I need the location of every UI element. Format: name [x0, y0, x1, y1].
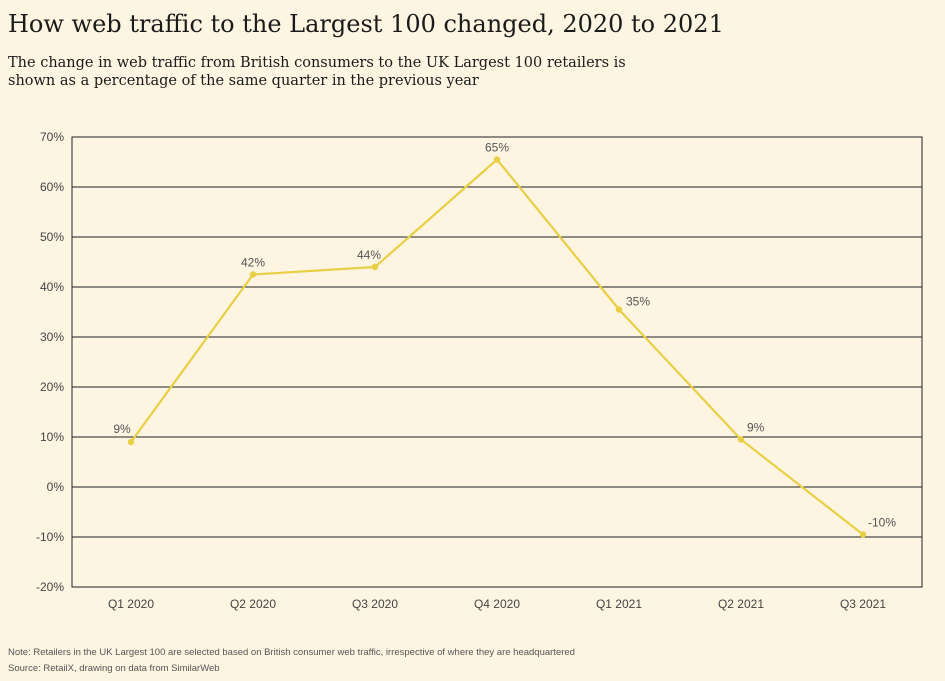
data-label: 65%: [485, 141, 509, 155]
data-point: [371, 263, 379, 271]
data-label: 35%: [626, 295, 650, 309]
data-point: [615, 306, 623, 313]
x-tick-label: Q1 2021: [596, 597, 642, 611]
x-tick-label: Q2 2020: [230, 597, 276, 611]
y-tick-label: 20%: [40, 380, 64, 394]
y-tick-label: 60%: [40, 180, 64, 194]
y-tick-label: 40%: [40, 280, 64, 294]
chart-title: How web traffic to the Largest 100 chang…: [8, 10, 724, 38]
y-tick-label: 50%: [40, 230, 64, 244]
data-label: -10%: [868, 516, 896, 530]
y-tick-label: 0%: [47, 480, 65, 494]
y-tick-label: -10%: [36, 530, 64, 544]
series-line: [130, 158, 864, 536]
x-tick-label: Q2 2021: [718, 597, 764, 611]
plot-frame: [71, 136, 923, 588]
data-label: 9%: [113, 422, 131, 436]
y-tick-label: 10%: [40, 430, 64, 444]
x-tick-label: Q4 2020: [474, 597, 520, 611]
chart-subtitle: The change in web traffic from British c…: [8, 55, 626, 89]
data-point: [249, 271, 257, 278]
data-point: [859, 531, 867, 538]
y-tick-label: 30%: [40, 330, 64, 344]
data-point: [493, 156, 501, 163]
data-label: 44%: [357, 248, 381, 262]
data-point: [737, 436, 745, 443]
source-note: Source: RetailX, drawing on data from Si…: [8, 663, 220, 674]
y-tick-label: 70%: [40, 130, 64, 144]
x-tick-label: Q1 2020: [108, 597, 154, 611]
footnote: Note: Retailers in the UK Largest 100 ar…: [8, 647, 575, 658]
data-label: 42%: [241, 256, 265, 270]
data-point: [127, 438, 135, 446]
data-label: 9%: [747, 421, 765, 435]
x-tick-label: Q3 2021: [840, 597, 886, 611]
x-tick-label: Q3 2020: [352, 597, 398, 611]
y-tick-label: -20%: [36, 580, 64, 594]
